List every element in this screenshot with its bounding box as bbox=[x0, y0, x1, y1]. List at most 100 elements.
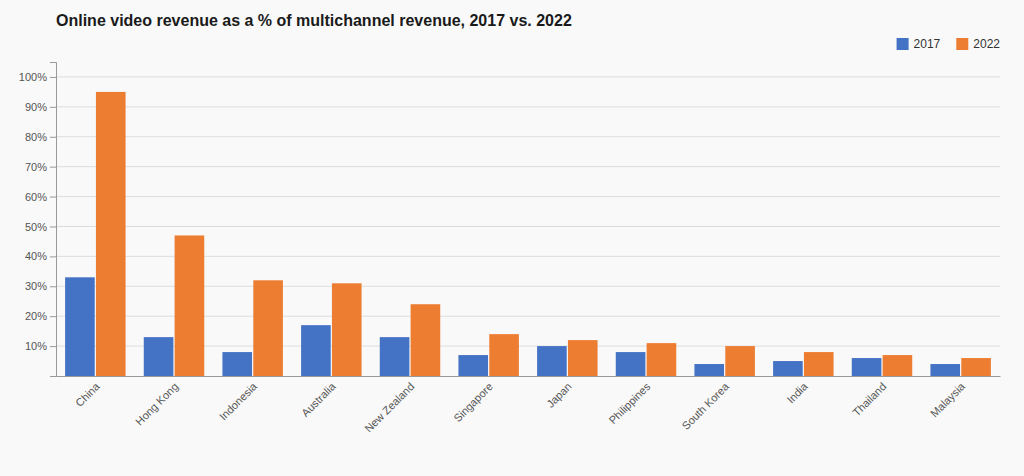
bar bbox=[647, 343, 677, 376]
tick-label: 30% bbox=[25, 280, 47, 292]
legend: 2017 2022 bbox=[897, 37, 1001, 51]
plot-area: 10% 20% 30% 40% 50% 60% 70% 80% 90% 100% China Hong… bbox=[19, 63, 1001, 435]
bar bbox=[411, 304, 441, 376]
tick-mark bbox=[50, 197, 56, 198]
tick-label: New Zealand bbox=[362, 380, 416, 434]
tick: Malaysia bbox=[928, 380, 968, 420]
tick: Singapore bbox=[451, 380, 495, 424]
tick: 30% bbox=[25, 280, 56, 292]
bar bbox=[175, 235, 205, 376]
tick: India bbox=[784, 380, 810, 406]
bar bbox=[65, 277, 95, 376]
tick-mark bbox=[50, 256, 56, 257]
bar bbox=[222, 352, 252, 376]
axis-line bbox=[57, 376, 1001, 377]
legend-label: 2017 bbox=[914, 37, 941, 51]
tick-label: 90% bbox=[25, 101, 47, 113]
bar bbox=[961, 358, 991, 376]
title: Online video revenue as a % of multichan… bbox=[56, 12, 572, 29]
tick: 20% bbox=[25, 310, 56, 322]
tick: 100% bbox=[19, 71, 56, 83]
tick-label: 40% bbox=[25, 250, 47, 262]
tick-label: 70% bbox=[25, 161, 47, 173]
axis-line bbox=[50, 63, 57, 377]
tick-label: Hong Kong bbox=[133, 380, 180, 427]
tick: 40% bbox=[25, 250, 56, 262]
tick: Indonesia bbox=[217, 380, 260, 423]
bar bbox=[144, 337, 174, 376]
tick-mark bbox=[50, 226, 56, 227]
bar bbox=[694, 364, 724, 376]
bar bbox=[332, 283, 362, 376]
tick: 60% bbox=[25, 191, 56, 203]
bar bbox=[930, 364, 960, 376]
tick: 80% bbox=[25, 131, 56, 143]
bar bbox=[489, 334, 519, 376]
bar bbox=[537, 346, 567, 376]
tick-mark bbox=[50, 137, 56, 138]
tick-label: Indonesia bbox=[217, 380, 260, 423]
tick-label: South Korea bbox=[679, 380, 731, 432]
tick: Japan bbox=[544, 380, 574, 410]
bar bbox=[804, 352, 834, 376]
tick-label: China bbox=[73, 380, 102, 409]
tick-label: 50% bbox=[25, 220, 47, 232]
tick-label: 10% bbox=[25, 340, 47, 352]
bars bbox=[65, 92, 991, 376]
bar bbox=[301, 325, 331, 376]
bar bbox=[883, 355, 913, 376]
chart: 10% 20% 30% 40% 50% 60% 70% 80% 90% 100% China Hong… bbox=[0, 0, 1024, 476]
legend-swatch bbox=[897, 38, 909, 50]
tick: Hong Kong bbox=[133, 380, 180, 427]
tick: New Zealand bbox=[362, 380, 416, 434]
grid-line bbox=[56, 226, 1000, 227]
tick: 50% bbox=[25, 220, 56, 232]
tick: South Korea bbox=[679, 380, 731, 432]
bar bbox=[773, 361, 803, 376]
bar bbox=[725, 346, 755, 376]
tick-label: Philippines bbox=[606, 380, 652, 426]
tick-mark bbox=[50, 167, 56, 168]
grid-line bbox=[56, 106, 1000, 107]
tick-label: Thailand bbox=[850, 380, 888, 418]
tick-mark bbox=[50, 316, 56, 317]
bar bbox=[568, 340, 598, 376]
legend-swatch bbox=[956, 38, 968, 50]
tick-mark bbox=[50, 77, 56, 78]
tick-label: 80% bbox=[25, 131, 47, 143]
grid-line bbox=[56, 166, 1000, 167]
y-axis: 10% 20% 30% 40% 50% 60% 70% 80% 90% 100% bbox=[19, 63, 57, 377]
tick: China bbox=[73, 380, 102, 409]
tick: Philippines bbox=[606, 380, 652, 426]
tick-label: 60% bbox=[25, 191, 47, 203]
tick: 70% bbox=[25, 161, 56, 173]
tick: 90% bbox=[25, 101, 56, 113]
tick-label: Singapore bbox=[451, 380, 495, 424]
tick-label: Australia bbox=[299, 380, 338, 419]
bar bbox=[458, 355, 488, 376]
bar bbox=[253, 280, 283, 376]
tick-label: 20% bbox=[25, 310, 47, 322]
grid-line bbox=[56, 136, 1000, 137]
background bbox=[0, 0, 1024, 476]
tick-mark bbox=[50, 107, 56, 108]
legend-item: 2022 bbox=[956, 37, 1000, 51]
bar bbox=[96, 92, 126, 376]
grid-line bbox=[56, 76, 1000, 77]
bar bbox=[380, 337, 410, 376]
tick-label: Japan bbox=[544, 380, 574, 410]
x-axis: China Hong Kong Indonesia Australia New Zeal… bbox=[57, 377, 1001, 435]
bar bbox=[852, 358, 882, 376]
tick: Australia bbox=[299, 380, 338, 419]
series bbox=[96, 92, 991, 376]
tick-label: 100% bbox=[19, 71, 47, 83]
tick: Thailand bbox=[850, 380, 888, 418]
tick-mark bbox=[50, 286, 56, 287]
legend-label: 2022 bbox=[973, 37, 1000, 51]
grid-line bbox=[56, 196, 1000, 197]
tick: 10% bbox=[25, 340, 56, 352]
tick-label: Malaysia bbox=[928, 380, 968, 420]
tick-mark bbox=[50, 346, 56, 347]
legend-item: 2017 bbox=[897, 37, 941, 51]
bar bbox=[616, 352, 646, 376]
